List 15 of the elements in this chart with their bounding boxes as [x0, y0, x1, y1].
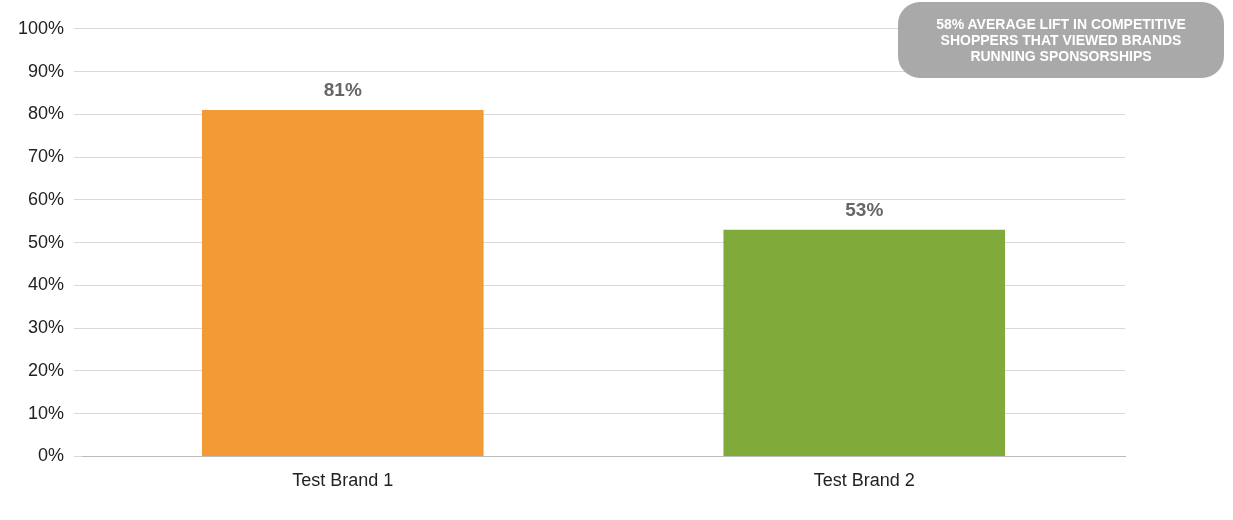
y-tick-label: 60%: [28, 188, 65, 209]
y-tick-label: 10%: [28, 402, 65, 423]
y-tick-label: 50%: [28, 231, 65, 252]
x-tick-label: Test Brand 1: [292, 470, 394, 491]
y-tick-label: 20%: [28, 359, 65, 380]
y-tick-label: 0%: [38, 445, 65, 466]
y-tick-label: 80%: [28, 103, 65, 124]
x-tick-label: Test Brand 2: [813, 470, 915, 491]
data-label: 53%: [845, 198, 884, 220]
y-tick-label: 30%: [28, 317, 65, 338]
y-tick-label: 100%: [17, 17, 65, 38]
y-tick-label: 40%: [28, 274, 65, 295]
data-label: 81%: [323, 78, 362, 100]
y-tick-label: 70%: [28, 146, 65, 167]
y-tick-label: 90%: [28, 60, 65, 81]
